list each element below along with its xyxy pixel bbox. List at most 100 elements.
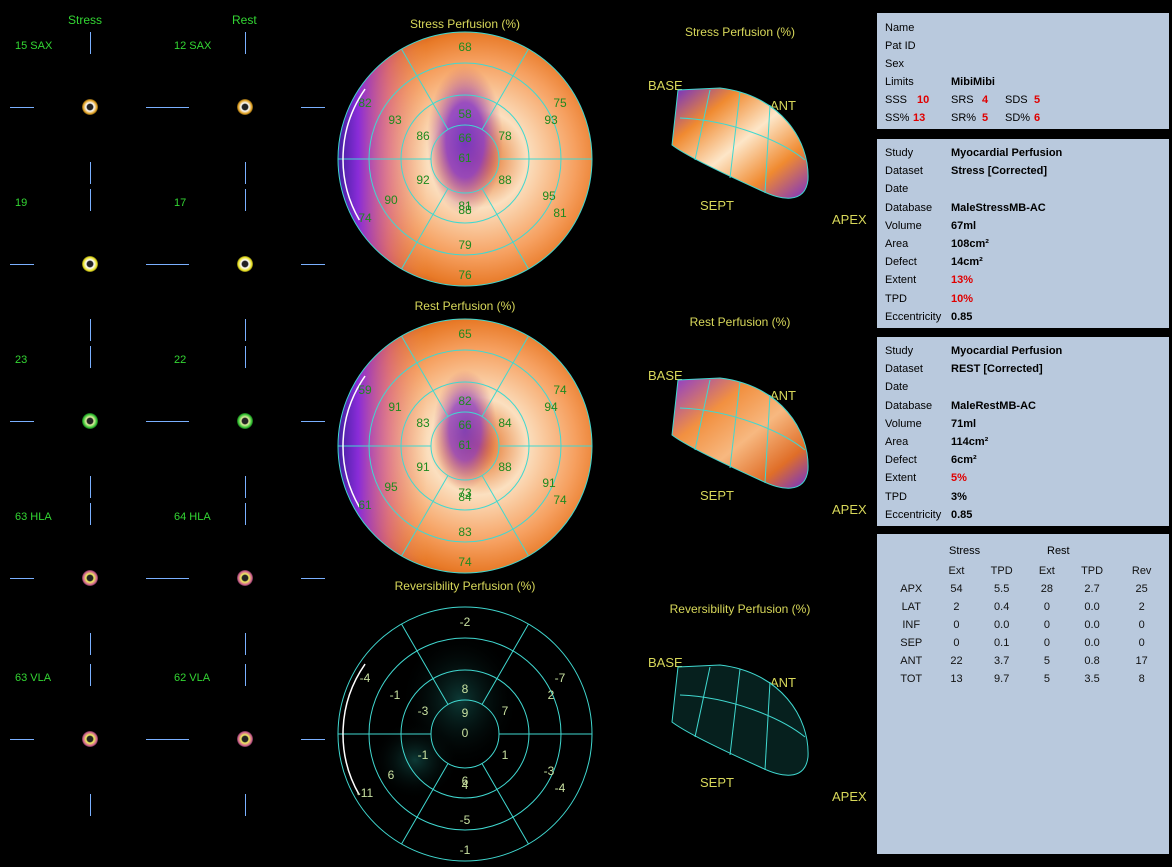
polar-spoke xyxy=(481,763,529,845)
polar-bracket xyxy=(342,88,366,221)
srs-value: 4 xyxy=(982,94,989,106)
segment-name: ANT xyxy=(900,655,923,667)
polar-value: 61 xyxy=(358,498,372,512)
mesh-line xyxy=(764,394,771,484)
rest-crosshair-top xyxy=(245,32,246,54)
tpd-label: TPD xyxy=(885,490,907,503)
polar-value: 76 xyxy=(458,268,472,282)
defect-label: Defect xyxy=(885,454,917,467)
rest-crosshair-top xyxy=(245,503,246,525)
ant-label: ANT xyxy=(770,98,796,113)
mesh-line xyxy=(729,668,741,756)
stress-slice-image[interactable] xyxy=(82,731,98,747)
heart-surface[interactable] xyxy=(671,87,809,199)
rest-slice-image[interactable] xyxy=(237,99,253,115)
rest-crosshair-top xyxy=(245,189,246,211)
sept-label: SEPT xyxy=(700,775,734,790)
polar-value: -2 xyxy=(460,615,471,629)
rest-slice-image[interactable] xyxy=(237,413,253,429)
polar-value: 59 xyxy=(358,383,372,397)
rest-crosshair-bottom xyxy=(245,794,246,816)
table-cell: 0 xyxy=(1043,637,1050,649)
polar-value: -1 xyxy=(390,688,401,702)
polar-value: 74 xyxy=(358,211,372,225)
table-header: TPD xyxy=(1081,565,1104,577)
polar-bracket xyxy=(342,375,366,508)
rest-crosshair-left xyxy=(165,578,189,579)
rev-polar-title: Reversibility Perfusion (%) xyxy=(395,579,536,593)
rest-slice-image[interactable] xyxy=(237,731,253,747)
table-row: SEP 0 0.1 0 0.0 0 xyxy=(885,634,1165,652)
area-value: 114cm² xyxy=(951,436,989,448)
polar-value: 91 xyxy=(416,460,430,474)
tpd-label: TPD xyxy=(885,292,907,305)
polar-value: 93 xyxy=(388,113,402,127)
table-row: LAT 2 0.4 0 0.0 2 xyxy=(885,598,1165,616)
table-header: Ext xyxy=(1038,565,1055,577)
table-header: Ext xyxy=(948,565,965,577)
rest-crosshair-bottom xyxy=(245,476,246,498)
polar-value: 90 xyxy=(384,193,398,207)
rest-crosshair-left xyxy=(165,107,189,108)
ant-label: ANT xyxy=(770,675,796,690)
polar-spoke xyxy=(401,763,449,845)
polar-spoke xyxy=(481,48,529,130)
sss-value: 10 xyxy=(917,94,930,106)
polar-value: 58 xyxy=(458,107,472,121)
stress-slice-image[interactable] xyxy=(82,413,98,429)
name-label: Name xyxy=(885,22,915,34)
stress-slice-label: 15 SAX xyxy=(15,40,53,52)
sex-label: Sex xyxy=(885,58,904,70)
stress-crosshair-left xyxy=(10,107,34,108)
ecc-value: 0.85 xyxy=(951,508,973,521)
stress-slice-image[interactable] xyxy=(82,99,98,115)
tpd-value: 3% xyxy=(951,490,967,503)
polar-value: 95 xyxy=(542,189,556,203)
ssp-label: SS% xyxy=(885,112,910,124)
stress-column-header: Stress xyxy=(68,13,103,27)
sds-value: 5 xyxy=(1034,94,1041,106)
heart-surface[interactable] xyxy=(671,664,809,776)
ecc-value: 0.85 xyxy=(951,310,973,323)
polar-value: 88 xyxy=(458,203,472,217)
dataset-label: Dataset xyxy=(885,165,923,178)
polar-spoke xyxy=(401,623,449,705)
heart-surface[interactable] xyxy=(671,377,809,489)
rest-slice-image[interactable] xyxy=(237,256,253,272)
stress-slice-label: 63 VLA xyxy=(15,672,52,684)
rest-slice-label: 62 VLA xyxy=(174,672,211,684)
rest-crosshair-right xyxy=(301,578,325,579)
rest-crosshair-bottom xyxy=(245,162,246,184)
defect-value: 6cm² xyxy=(951,454,977,467)
rest-slice-label: 22 xyxy=(174,354,187,366)
polar-value: 95 xyxy=(384,480,398,494)
stress-slice-image[interactable] xyxy=(82,570,98,586)
srp-label: SR% xyxy=(951,112,977,124)
mesh-line xyxy=(694,89,711,161)
stress-crosshair-top xyxy=(90,32,91,54)
defect-value: 14cm² xyxy=(951,256,983,269)
stress-crosshair-top xyxy=(90,346,91,368)
table-cell: 0 xyxy=(1043,619,1050,631)
rest-crosshair-right xyxy=(301,421,325,422)
rev-polar-map: Reversibility Perfusion (%) 09 716-1-38 2-… xyxy=(337,579,593,862)
rest-polar-map: Rest Perfusion (%) 61 66 84 88 73 91 83 82 94 91 8… xyxy=(337,299,593,574)
srs-label: SRS xyxy=(951,94,974,106)
stress-crosshair-bottom xyxy=(90,476,91,498)
polar-value: 6 xyxy=(462,774,469,788)
rest-slice-label: 17 xyxy=(174,197,187,209)
rest-crosshair-right xyxy=(301,264,325,265)
volume-label: Volume xyxy=(885,219,922,232)
polar-value: 66 xyxy=(458,418,472,432)
rest-crosshair-right xyxy=(301,107,325,108)
polar-value: 6 xyxy=(388,768,395,782)
rest-slice-image[interactable] xyxy=(237,570,253,586)
polar-spoke xyxy=(481,188,529,270)
polar-value: 1 xyxy=(502,748,509,762)
extent-value: 13% xyxy=(951,274,974,287)
polar-value: 92 xyxy=(416,173,430,187)
segment-name: TOT xyxy=(900,673,923,685)
stress-slice-image[interactable] xyxy=(82,256,98,272)
rest-slice-label: 12 SAX xyxy=(174,40,212,52)
polar-value: 4 xyxy=(462,778,469,792)
